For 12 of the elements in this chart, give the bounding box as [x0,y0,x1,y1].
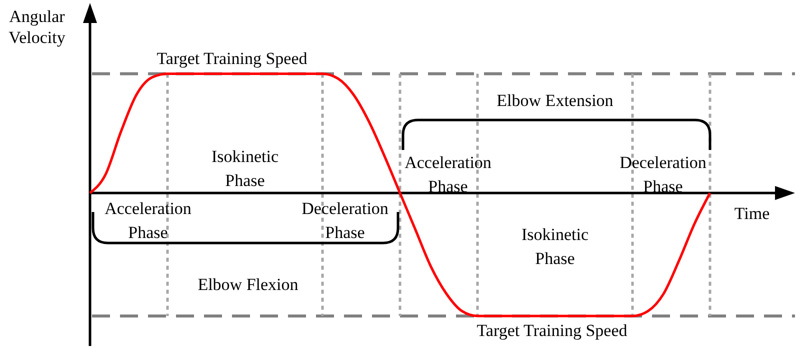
annotation: Isokinetic Phase [521,225,589,268]
x-axis-title: Time [734,204,770,223]
ref-line-label: Target Training Speed [156,49,308,68]
y-axis-title: Angular Velocity [8,7,66,47]
annotation: Elbow Flexion [198,275,299,294]
annotation: Elbow Extension [496,91,614,110]
annotation: Deceleration Phase [620,153,707,196]
annotation: Deceleration Phase [302,199,389,242]
annotation: Acceleration Phase [104,199,192,242]
annotation: Acceleration Phase [404,153,492,196]
ref-line-label: Target Training Speed [476,321,628,340]
annotation: Isokinetic Phase [211,147,279,190]
